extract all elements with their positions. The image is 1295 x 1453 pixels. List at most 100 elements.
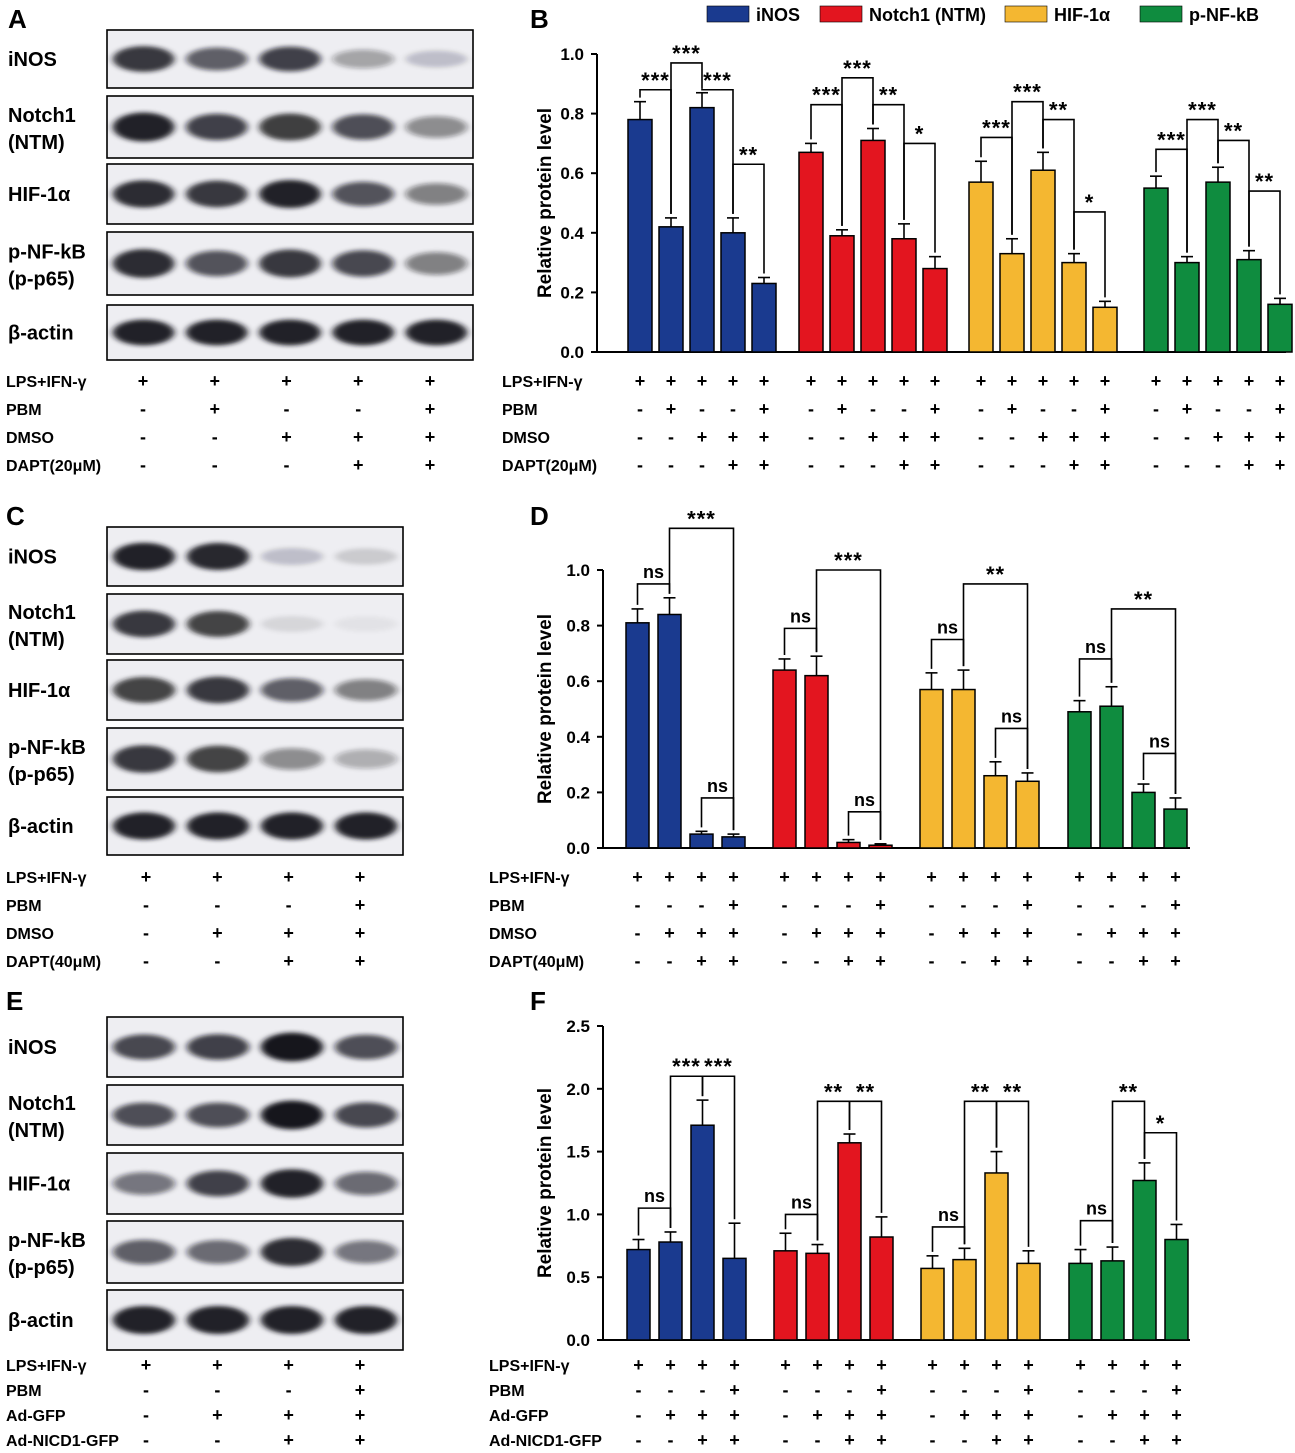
condition-mark: + xyxy=(728,455,739,475)
condition-mark: + xyxy=(1139,1355,1150,1375)
condition-mark: - xyxy=(1153,455,1159,475)
blot-row-label: (p-p65) xyxy=(8,1257,75,1279)
condition-mark: - xyxy=(1078,1380,1084,1400)
condition-mark: + xyxy=(1244,427,1255,447)
y-tick-label: 0.0 xyxy=(566,839,590,858)
condition-mark: + xyxy=(1038,427,1049,447)
condition-mark: - xyxy=(870,399,876,419)
condition-mark: + xyxy=(759,427,770,447)
condition-mark: + xyxy=(1182,399,1193,419)
protein-band xyxy=(186,1305,250,1335)
condition-mark: - xyxy=(284,399,290,419)
blot-row-label: β-actin xyxy=(8,816,74,838)
condition-mark: + xyxy=(843,867,854,887)
significance-label: ** xyxy=(1255,169,1274,194)
protein-band xyxy=(112,1102,176,1128)
bar xyxy=(1100,1260,1125,1341)
protein-band xyxy=(334,1305,398,1335)
protein-band xyxy=(112,319,175,346)
condition-mark: + xyxy=(1023,1355,1034,1375)
condition-mark: + xyxy=(1138,951,1149,971)
condition-mark: - xyxy=(808,455,814,475)
condition-mark: + xyxy=(759,399,770,419)
legend-label: iNOS xyxy=(756,5,800,25)
significance-bracket xyxy=(994,727,1029,769)
condition-mark: + xyxy=(209,399,220,419)
condition-mark: - xyxy=(808,427,814,447)
condition-mark: - xyxy=(214,951,220,971)
condition-mark: + xyxy=(930,427,941,447)
y-tick-label: 0.4 xyxy=(566,728,590,747)
protein-band xyxy=(112,46,175,72)
condition-mark: + xyxy=(930,455,941,475)
panel-letter: E xyxy=(6,986,23,1016)
protein-band xyxy=(334,1102,398,1128)
condition-mark: + xyxy=(1107,1405,1118,1425)
blot-row-label: HIF-1α xyxy=(8,1174,71,1196)
condition-mark: + xyxy=(1275,399,1286,419)
significance-bracket xyxy=(700,797,735,831)
condition-mark: + xyxy=(1100,371,1111,391)
significance-label: *** xyxy=(834,548,863,573)
condition-mark: + xyxy=(141,1355,152,1375)
bar xyxy=(983,774,1008,849)
protein-band xyxy=(112,180,175,208)
condition-mark: + xyxy=(876,1430,887,1450)
condition-mark: + xyxy=(806,371,817,391)
condition-mark: - xyxy=(667,951,673,971)
condition-mark: + xyxy=(666,399,677,419)
condition-label: LPS+IFN-γ xyxy=(6,374,87,391)
significance-label: *** xyxy=(687,506,716,531)
condition-mark: - xyxy=(699,399,705,419)
condition-mark: + xyxy=(1275,427,1286,447)
significance-label: ns xyxy=(854,790,875,810)
condition-mark: + xyxy=(1038,371,1049,391)
protein-band xyxy=(186,250,248,277)
protein-band xyxy=(260,1305,324,1335)
condition-mark: + xyxy=(1213,427,1224,447)
condition-mark: + xyxy=(212,1405,223,1425)
condition-label: Ad-GFP xyxy=(6,1408,66,1425)
condition-mark: - xyxy=(143,923,149,943)
condition-mark: + xyxy=(283,923,294,943)
significance-label: ns xyxy=(937,618,958,638)
condition-mark: - xyxy=(839,427,845,447)
significance-label: ** xyxy=(739,142,758,167)
condition-mark: + xyxy=(927,1355,938,1375)
condition-mark: + xyxy=(1100,455,1111,475)
condition-mark: + xyxy=(991,1430,1002,1450)
bar xyxy=(1267,303,1293,353)
y-tick-label: 1.0 xyxy=(560,45,584,64)
condition-mark: + xyxy=(875,867,886,887)
condition-mark: + xyxy=(283,1430,294,1450)
significance-label: ns xyxy=(644,1186,665,1206)
condition-mark: - xyxy=(284,455,290,475)
condition-mark: + xyxy=(876,1355,887,1375)
bar xyxy=(951,688,976,849)
condition-mark: + xyxy=(959,1355,970,1375)
protein-band xyxy=(186,745,250,773)
condition-mark: + xyxy=(1023,1405,1034,1425)
condition-mark: - xyxy=(930,1405,936,1425)
condition-mark: + xyxy=(843,923,854,943)
significance-label: *** xyxy=(1013,80,1042,105)
condition-mark: + xyxy=(780,1355,791,1375)
condition-label: PBM xyxy=(6,402,42,419)
condition-label: LPS+IFN-γ xyxy=(6,870,87,887)
condition-mark: + xyxy=(1138,923,1149,943)
bar xyxy=(1092,306,1118,353)
condition-mark: + xyxy=(875,923,886,943)
condition-mark: - xyxy=(636,1430,642,1450)
blot-row-label: HIF-1α xyxy=(8,680,71,702)
condition-label: DMSO xyxy=(6,926,54,943)
panel-letter: C xyxy=(6,501,25,531)
condition-mark: + xyxy=(281,427,292,447)
condition-mark: + xyxy=(990,867,1001,887)
significance-bracket xyxy=(668,527,735,831)
bar xyxy=(1061,261,1087,353)
protein-band xyxy=(112,745,176,773)
condition-mark: - xyxy=(783,1380,789,1400)
condition-label: PBM xyxy=(6,1383,42,1400)
